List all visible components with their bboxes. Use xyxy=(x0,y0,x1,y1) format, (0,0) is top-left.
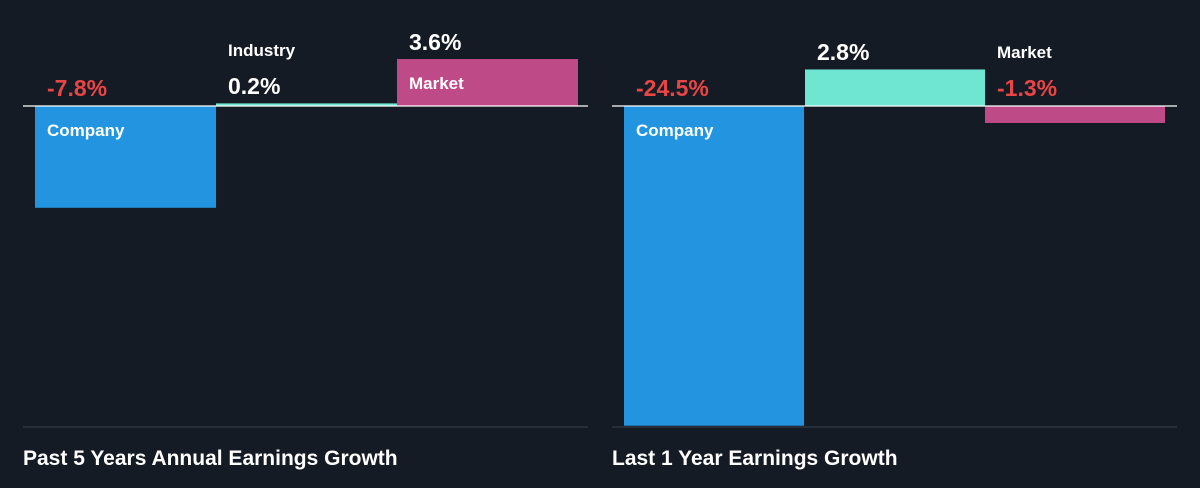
category-label-company: Company xyxy=(636,121,714,140)
chart-title: Past 5 Years Annual Earnings Growth xyxy=(23,447,398,470)
bar-industry xyxy=(805,69,985,106)
value-label-industry: 0.2% xyxy=(228,73,280,99)
bar-market xyxy=(397,59,578,106)
bar-company xyxy=(624,106,804,426)
category-label-market: Market xyxy=(409,74,464,93)
bar-industry xyxy=(216,103,397,106)
value-label-industry: 2.8% xyxy=(817,39,869,65)
chart-last-1-year: Company -24.5% 2.8% Market -1.3% Last 1 Year … xyxy=(612,39,1177,470)
value-label-company: -24.5% xyxy=(636,75,709,101)
category-label-industry: Industry xyxy=(228,41,296,60)
chart-title: Last 1 Year Earnings Growth xyxy=(612,447,898,470)
category-label-company: Company xyxy=(47,121,125,140)
value-label-market: 3.6% xyxy=(409,29,461,55)
category-label-market: Market xyxy=(997,43,1052,62)
value-label-company: -7.8% xyxy=(47,75,107,101)
chart-past-5-years: Company -7.8% Industry 0.2% Market 3.6% Past 5… xyxy=(23,29,588,470)
value-label-market: -1.3% xyxy=(997,75,1057,101)
bar-market xyxy=(985,106,1165,123)
bar-company xyxy=(35,106,216,208)
